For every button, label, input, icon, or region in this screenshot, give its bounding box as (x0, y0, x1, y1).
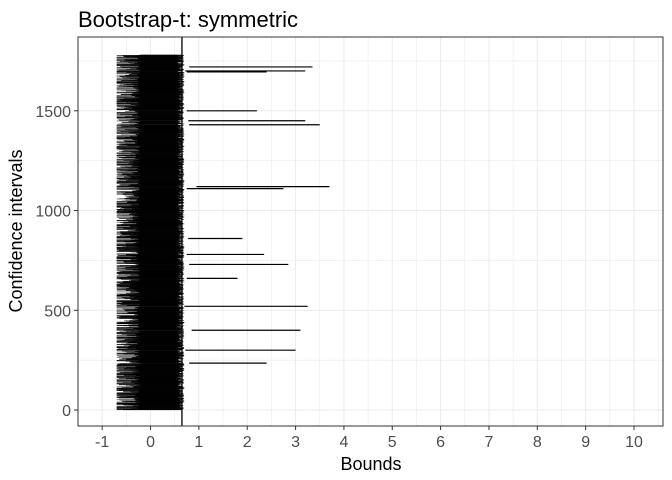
y-axis-label: Confidence intervals (6, 149, 26, 312)
x-tick-label: 5 (388, 434, 397, 451)
y-tick-label: 0 (62, 403, 71, 420)
interval-segments (116, 54, 185, 411)
chart-title: Bootstrap-t: symmetric (78, 7, 298, 32)
x-tick-label: 10 (625, 434, 643, 451)
x-tick-label: 4 (339, 434, 348, 451)
grid (77, 37, 663, 426)
x-tick-label: 3 (291, 434, 300, 451)
plot-panel-border (77, 36, 664, 427)
x-tick-label: -1 (95, 434, 109, 451)
x-axis-ticks: -1 0 1 2 3 4 5 6 7 8 9 10 (95, 426, 643, 451)
y-tick-label: 1500 (35, 104, 71, 121)
x-axis-label: Bounds (340, 454, 401, 474)
y-tick-label: 500 (44, 303, 71, 320)
x-tick-label: 9 (581, 434, 590, 451)
x-tick-label: 8 (533, 434, 542, 451)
x-tick-label: 2 (243, 434, 252, 451)
x-tick-label: 7 (484, 434, 493, 451)
y-tick-label: 1000 (35, 204, 71, 221)
x-tick-label: 1 (194, 434, 203, 451)
y-axis-ticks: 0 500 1000 1500 (35, 104, 78, 420)
x-tick-label: 6 (436, 434, 445, 451)
outlier-intervals (184, 66, 330, 364)
x-tick-label: 0 (146, 434, 155, 451)
